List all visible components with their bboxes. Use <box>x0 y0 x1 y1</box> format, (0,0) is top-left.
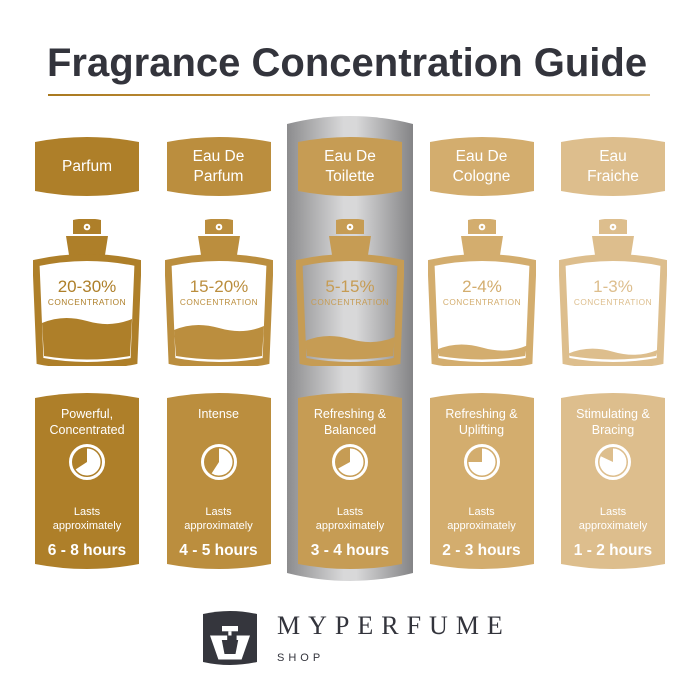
svg-text:20-30%: 20-30% <box>58 277 117 296</box>
svg-text:5-15%: 5-15% <box>325 277 374 296</box>
svg-text:1-3%: 1-3% <box>593 277 633 296</box>
svg-text:2-4%: 2-4% <box>462 277 502 296</box>
svg-text:CONCENTRATION: CONCENTRATION <box>311 297 389 307</box>
svg-text:CONCENTRATION: CONCENTRATION <box>442 297 520 307</box>
svg-text:CONCENTRATION: CONCENTRATION <box>179 297 257 307</box>
svg-text:CONCENTRATION: CONCENTRATION <box>574 297 652 307</box>
svg-text:15-20%: 15-20% <box>189 277 248 296</box>
svg-text:CONCENTRATION: CONCENTRATION <box>48 297 126 307</box>
